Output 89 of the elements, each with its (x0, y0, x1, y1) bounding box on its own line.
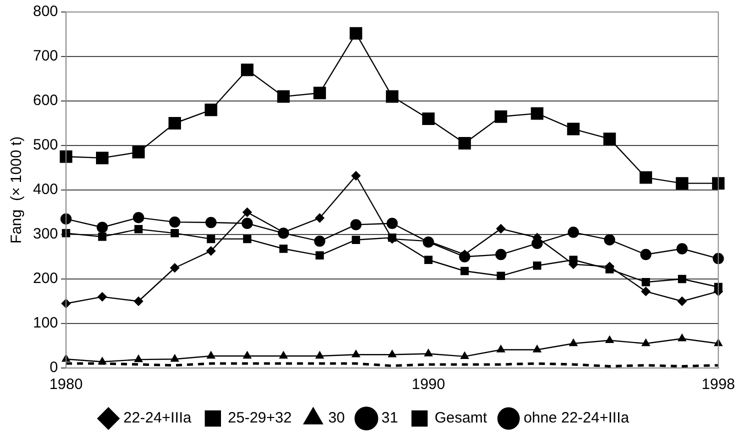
y-tick-label: 100 (32, 314, 58, 332)
point (316, 251, 324, 260)
point (134, 296, 144, 306)
point (350, 219, 362, 230)
point (206, 234, 216, 244)
point (204, 104, 218, 116)
point (277, 90, 290, 103)
point (460, 266, 469, 276)
x-tick-label: 1980 (49, 376, 83, 394)
point (495, 248, 506, 260)
y-tick-label: 0 (50, 359, 58, 376)
point (424, 349, 432, 356)
point (388, 350, 396, 358)
point (352, 350, 360, 358)
point (569, 338, 578, 346)
point (640, 171, 652, 184)
point (205, 216, 217, 228)
point (243, 234, 252, 244)
point (604, 234, 616, 246)
point (568, 226, 579, 238)
point (169, 216, 180, 228)
y-tick-label: 300 (32, 226, 58, 243)
point (96, 152, 109, 164)
point (314, 236, 326, 247)
point (98, 292, 107, 302)
point (606, 336, 614, 344)
point (712, 177, 725, 190)
point (533, 345, 542, 352)
point (243, 351, 252, 359)
point (386, 90, 398, 103)
legend-label: 25-29+32 (228, 410, 292, 427)
point (567, 122, 580, 136)
point (352, 236, 360, 244)
y-tick-label: 400 (32, 181, 58, 198)
point (676, 243, 688, 254)
point (676, 177, 688, 190)
legend-label: 22-24+IIIa (123, 410, 192, 427)
point (313, 86, 326, 100)
point (642, 338, 650, 346)
legend-label: ohne 22-24+IIIa (524, 410, 630, 427)
point (496, 272, 506, 280)
point (242, 208, 252, 217)
point (642, 278, 650, 286)
y-tick-label: 200 (32, 270, 58, 288)
legend-label: 31 (381, 410, 398, 427)
point (386, 218, 398, 229)
point (712, 252, 724, 264)
point (532, 262, 542, 270)
point (279, 244, 288, 253)
point (458, 137, 471, 150)
point (530, 107, 544, 120)
point (168, 116, 181, 130)
point (242, 218, 253, 229)
point (170, 229, 179, 238)
point (240, 64, 254, 76)
x-tick-label: 1998 (702, 376, 736, 394)
point (60, 150, 72, 163)
point (279, 351, 288, 359)
legend-label: Gesamt (434, 410, 488, 427)
point (678, 274, 686, 284)
point (496, 345, 505, 352)
point (640, 248, 652, 260)
y-axis-title: Fang (× 1000 t) (8, 136, 26, 244)
point (316, 351, 324, 359)
point (351, 171, 361, 180)
point (134, 225, 143, 234)
legend-label: 30 (328, 410, 345, 427)
y-tick-label: 600 (32, 92, 58, 110)
point (677, 296, 687, 306)
y-tick-label: 500 (32, 136, 58, 154)
point (98, 232, 106, 241)
point (132, 212, 144, 224)
point (206, 246, 216, 256)
point (315, 213, 324, 223)
point (422, 112, 435, 126)
point (603, 132, 616, 146)
point (170, 263, 180, 272)
y-tick-label: 800 (32, 3, 58, 20)
point (206, 351, 216, 359)
point (96, 222, 108, 233)
point (496, 224, 506, 234)
y-tick-label: 700 (32, 48, 58, 65)
point (350, 27, 362, 40)
point (132, 146, 145, 158)
point (641, 286, 650, 296)
point (678, 334, 686, 342)
point (494, 110, 508, 123)
x-tick-label: 1990 (412, 376, 446, 394)
point (424, 256, 433, 264)
